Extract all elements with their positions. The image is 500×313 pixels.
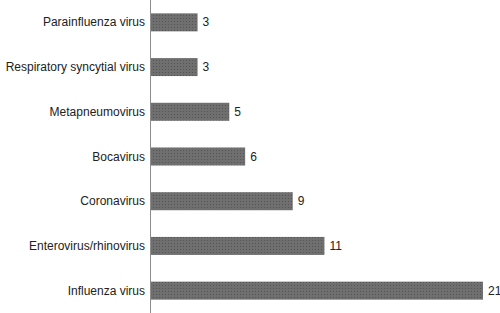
category-axis	[150, 0, 151, 313]
data-label: 9	[298, 194, 305, 208]
data-label: 3	[203, 15, 210, 29]
labels: Parainfluenza virus 3 Respiratory syncytia…	[6, 15, 500, 297]
bar	[150, 58, 198, 76]
bar	[150, 237, 324, 255]
bars	[150, 13, 483, 299]
bar	[150, 282, 483, 300]
chart-svg: Parainfluenza virus 3 Respiratory syncytia…	[0, 0, 500, 313]
category-label: Parainfluenza virus	[43, 15, 145, 29]
data-label: 5	[234, 105, 241, 119]
category-label: Influenza virus	[68, 284, 145, 298]
category-label: Enterovirus/rhinovirus	[29, 239, 145, 253]
category-label: Coronavirus	[80, 194, 145, 208]
bar	[150, 13, 198, 31]
category-label: Bocavirus	[92, 150, 145, 164]
data-label: 6	[250, 150, 257, 164]
chart-container: Parainfluenza virus 3 Respiratory syncytia…	[0, 0, 500, 313]
category-label: Metapneumovirus	[50, 105, 145, 119]
data-label: 21	[488, 284, 500, 298]
bar	[150, 192, 293, 210]
bar	[150, 103, 229, 121]
data-label: 11	[329, 239, 342, 253]
category-label: Respiratory syncytial virus	[6, 60, 145, 74]
data-label: 3	[203, 60, 210, 74]
bar	[150, 148, 245, 166]
